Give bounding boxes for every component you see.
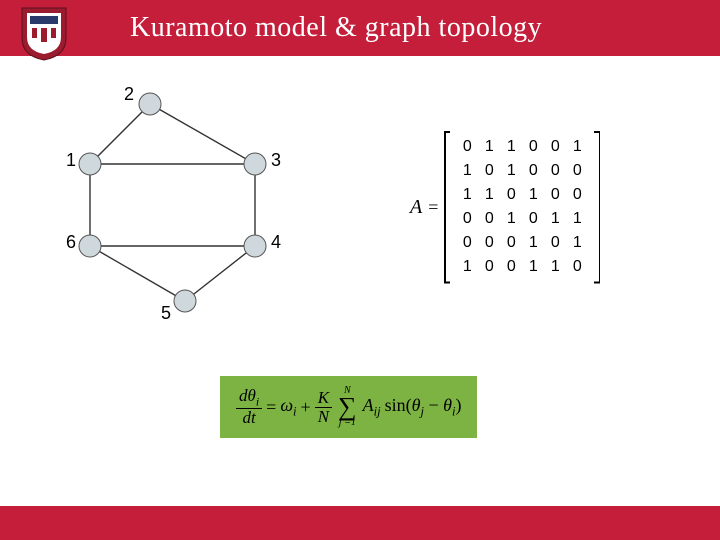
- matrix-cell: 1: [456, 183, 478, 207]
- equals-sign: =: [428, 197, 438, 218]
- N: N: [315, 408, 332, 426]
- matrix-cell: 1: [566, 207, 588, 231]
- penn-shield-icon: [18, 4, 70, 62]
- matrix-cell: 1: [522, 231, 544, 255]
- graph-edge: [150, 104, 255, 164]
- graph-node: [174, 290, 196, 312]
- sub-i: i: [256, 395, 259, 409]
- node-label: 2: [124, 86, 134, 104]
- matrix-cell: 0: [544, 135, 566, 159]
- header-bar: Kuramoto model & graph topology: [0, 0, 720, 56]
- node-label: 4: [271, 232, 281, 252]
- matrix-cell: 0: [478, 207, 500, 231]
- kuramoto-equation: dθi dt = ωi + K N N ∑ j =1 Aij sin(θj − …: [220, 376, 477, 438]
- footer-bar: [0, 506, 720, 540]
- matrix-cell: 0: [566, 255, 588, 279]
- matrix-cell: 0: [456, 231, 478, 255]
- node-label: 6: [66, 232, 76, 252]
- matrix-cell: 0: [456, 135, 478, 159]
- matrix-cell: 1: [456, 159, 478, 183]
- matrix-cell: 1: [500, 207, 522, 231]
- matrix-bracket: 011001101000110100001011000101100110: [444, 131, 600, 283]
- node-label: 1: [66, 150, 76, 170]
- graph-edge: [185, 246, 255, 301]
- plus-sign: +: [301, 397, 311, 418]
- matrix-cell: 1: [566, 135, 588, 159]
- matrix-symbol: A: [410, 196, 422, 219]
- Aij-term: Aij: [363, 395, 381, 420]
- matrix-cell: 1: [456, 255, 478, 279]
- matrix-cell: 0: [522, 207, 544, 231]
- matrix-cell: 1: [500, 135, 522, 159]
- sin-term: sin(θj − θi): [385, 395, 462, 420]
- graph-node: [79, 235, 101, 257]
- page-title: Kuramoto model & graph topology: [130, 12, 542, 44]
- K: K: [315, 389, 332, 408]
- matrix-cell: 0: [522, 159, 544, 183]
- matrix-cell: 0: [566, 183, 588, 207]
- matrix-cell: 0: [478, 231, 500, 255]
- matrix-cell: 1: [478, 135, 500, 159]
- omega-term: ωi: [280, 395, 296, 420]
- matrix-cell: 0: [478, 255, 500, 279]
- matrix-cell: 1: [478, 183, 500, 207]
- matrix-cell: 0: [478, 159, 500, 183]
- node-label: 5: [161, 303, 171, 323]
- topology-graph: 2 1 3 6 4 5: [60, 86, 320, 336]
- matrix-cell: 1: [500, 159, 522, 183]
- graph-edge: [90, 246, 185, 301]
- dt: dt: [239, 409, 258, 427]
- matrix-cell: 0: [522, 135, 544, 159]
- matrix-cell: 0: [456, 207, 478, 231]
- matrix-cell: 0: [500, 255, 522, 279]
- graph-node: [139, 93, 161, 115]
- matrix-cell: 1: [566, 231, 588, 255]
- sigma-icon: ∑: [338, 396, 357, 418]
- adjacency-matrix: A = 011001101000110100001011000101100110: [410, 131, 600, 283]
- matrix-cell: 0: [500, 183, 522, 207]
- content-area: 213645 A = 01100110100011010000101100010…: [0, 56, 720, 506]
- bracket-right: [594, 131, 600, 283]
- graph-node: [79, 153, 101, 175]
- matrix-cell: 1: [522, 255, 544, 279]
- lhs-fraction: dθi dt: [236, 387, 262, 427]
- graph-edge: [90, 104, 150, 164]
- matrix-cell: 0: [566, 159, 588, 183]
- matrix-grid: 011001101000110100001011000101100110: [450, 131, 594, 283]
- matrix-cell: 1: [522, 183, 544, 207]
- bracket-left: [444, 131, 450, 283]
- graph-node: [244, 235, 266, 257]
- matrix-cell: 0: [544, 159, 566, 183]
- summation: N ∑ j =1: [338, 386, 357, 428]
- matrix-cell: 0: [544, 231, 566, 255]
- sum-lower: j =1: [339, 418, 356, 428]
- matrix-cell: 1: [544, 255, 566, 279]
- graph-node: [244, 153, 266, 175]
- matrix-cell: 0: [500, 231, 522, 255]
- eq-equals: =: [266, 397, 276, 418]
- node-label: 3: [271, 150, 281, 170]
- dtheta: dθ: [239, 386, 256, 405]
- matrix-cell: 0: [544, 183, 566, 207]
- matrix-cell: 1: [544, 207, 566, 231]
- KN-fraction: K N: [315, 389, 332, 426]
